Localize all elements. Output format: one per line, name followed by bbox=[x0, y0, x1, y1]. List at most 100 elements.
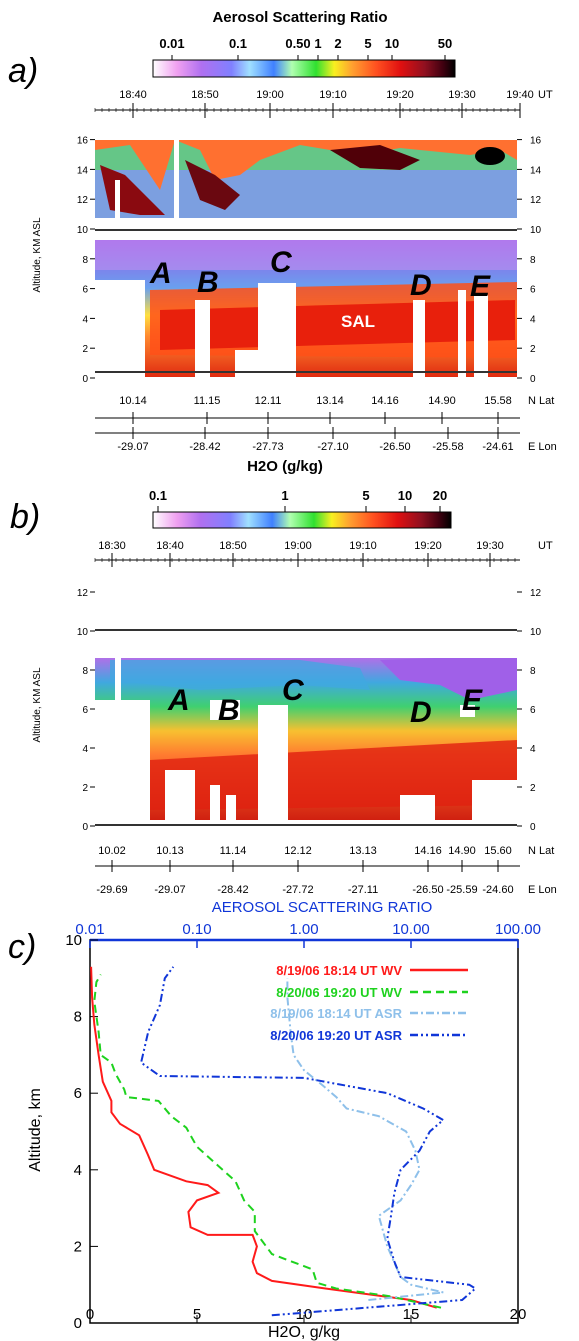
panel-b-colorbar bbox=[152, 511, 452, 529]
y-tick-label: 10 bbox=[77, 627, 89, 638]
panel-b-markers: A B C D E bbox=[167, 674, 483, 729]
time-tick-label: 19:20 bbox=[414, 540, 442, 552]
marker-C: C bbox=[270, 246, 293, 279]
y-tick-label-right: 4 bbox=[530, 744, 536, 755]
panel-a-time-ticks: 18:40 18:50 19:00 19:10 19:20 19:30 19:40 bbox=[94, 89, 534, 118]
panel-c-x-axis: 0 5 10 15 20 bbox=[86, 1306, 527, 1323]
top-tick-label: 100.00 bbox=[495, 921, 541, 938]
y-tick-label: 10 bbox=[65, 932, 82, 949]
y-tick-label-right: 12 bbox=[530, 195, 542, 206]
panel-c-top-axis-label: AEROSOL SCATTERING RATIO bbox=[212, 899, 433, 916]
panel-c-legend: 8/19/06 18:14 UT WV 8/20/06 19:20 UT WV 8/… bbox=[270, 963, 468, 1043]
panel-a-curtain bbox=[95, 140, 517, 377]
time-tick-label: 19:10 bbox=[349, 540, 377, 552]
panel-a: a) Aerosol Scattering Ratio 0.01 0.1 0.50 1… bbox=[8, 9, 557, 453]
lon-tick-label: -27.10 bbox=[317, 441, 348, 453]
colorbar-tick-label: 1 bbox=[281, 488, 288, 503]
time-tick-label: 19:40 bbox=[506, 89, 534, 101]
legend-label-4: 8/20/06 19:20 UT ASR bbox=[270, 1028, 402, 1043]
series-line-1 bbox=[90, 966, 437, 1309]
panel-b-lat-unit: N Lat bbox=[528, 845, 554, 857]
x-tick-label: 20 bbox=[510, 1306, 527, 1323]
lon-tick-label: -25.59 bbox=[446, 884, 477, 896]
legend-label-2: 8/20/06 19:20 UT WV bbox=[276, 985, 402, 1000]
panel-b-colorbar-title: H2O (g/kg) bbox=[247, 458, 323, 475]
panel-b-lon-unit: E Lon bbox=[528, 884, 557, 896]
panel-c-top-axis: 0.01 0.10 1.00 10.00 100.00 bbox=[75, 921, 541, 948]
panel-c: c) AEROSOL SCATTERING RATIO 0.01 0.10 1.00… bbox=[8, 899, 541, 1341]
y-tick-label-right: 2 bbox=[530, 344, 536, 355]
panel-b-time-unit: UT bbox=[538, 540, 553, 552]
panel-c-letter: c) bbox=[8, 928, 36, 966]
marker-D: D bbox=[410, 269, 432, 302]
colorbar-tick-label: 0.1 bbox=[229, 36, 247, 51]
time-tick-label: 18:40 bbox=[156, 540, 184, 552]
colorbar-tick-label: 2 bbox=[334, 36, 341, 51]
y-tick-label-right: 12 bbox=[530, 588, 542, 599]
panel-c-y-axis: 0 2 4 6 8 10 bbox=[65, 932, 98, 1332]
panel-a-colorbar-ticks: 0.01 0.1 0.50 1 2 5 10 50 bbox=[159, 36, 452, 60]
lat-tick-label: 13.14 bbox=[316, 395, 344, 407]
lon-tick-label: -29.07 bbox=[117, 441, 148, 453]
panel-a-markers: A B C D E bbox=[149, 246, 491, 303]
y-tick-label-right: 2 bbox=[530, 783, 536, 794]
y-tick-label: 0 bbox=[82, 374, 88, 385]
top-tick-label: 0.01 bbox=[75, 921, 104, 938]
lat-tick-label: 12.12 bbox=[284, 845, 312, 857]
panel-a-lat-axis: 10.14 11.15 12.11 13.14 14.16 14.90 15.58 bbox=[95, 395, 520, 424]
top-tick-label: 0.10 bbox=[182, 921, 211, 938]
y-tick-label-right: 8 bbox=[530, 255, 536, 266]
marker-D: D bbox=[410, 696, 432, 729]
lat-tick-label: 14.16 bbox=[371, 395, 399, 407]
time-tick-label: 19:20 bbox=[386, 89, 414, 101]
colorbar-tick-label: 0.50 bbox=[285, 36, 310, 51]
y-tick-label: 10 bbox=[77, 225, 89, 236]
y-tick-label-right: 0 bbox=[530, 374, 536, 385]
panel-b-curtain bbox=[95, 629, 517, 826]
lat-tick-label: 14.90 bbox=[448, 845, 476, 857]
lon-tick-label: -24.61 bbox=[482, 441, 513, 453]
panel-a-lat-unit: N Lat bbox=[528, 395, 554, 407]
lat-tick-label: 11.14 bbox=[220, 845, 247, 857]
series-line-2 bbox=[93, 974, 442, 1309]
time-tick-label: 19:00 bbox=[284, 540, 312, 552]
top-tick-label: 1.00 bbox=[289, 921, 318, 938]
y-tick-label-right: 6 bbox=[530, 705, 536, 716]
marker-E: E bbox=[462, 684, 483, 717]
y-tick-label-right: 8 bbox=[530, 666, 536, 677]
y-tick-label-right: 4 bbox=[530, 314, 536, 325]
lat-tick-label: 10.13 bbox=[156, 845, 184, 857]
lon-tick-label: -29.69 bbox=[96, 884, 127, 896]
x-tick-label: 5 bbox=[193, 1306, 201, 1323]
lon-tick-label: -27.73 bbox=[252, 441, 283, 453]
time-tick-label: 19:10 bbox=[319, 89, 347, 101]
panel-c-series bbox=[90, 966, 478, 1317]
panel-a-time-unit: UT bbox=[538, 89, 553, 101]
y-tick-label: 2 bbox=[82, 344, 88, 355]
marker-E: E bbox=[470, 270, 491, 303]
marker-B: B bbox=[218, 694, 240, 727]
lat-tick-label: 10.14 bbox=[119, 395, 147, 407]
time-tick-label: 18:30 bbox=[98, 540, 126, 552]
y-tick-label: 8 bbox=[82, 666, 88, 677]
y-tick-label-right: 10 bbox=[530, 225, 542, 236]
lat-tick-label: 15.60 bbox=[484, 845, 512, 857]
panel-a-ylabel: Altitude, KM ASL bbox=[32, 217, 43, 292]
panel-b-lat-axis: 10.02 10.13 11.14 12.12 13.13 14.16 14.90 15.60 bbox=[95, 845, 520, 872]
lat-tick-label: 12.11 bbox=[255, 395, 282, 407]
time-tick-label: 18:50 bbox=[191, 89, 219, 101]
marker-B: B bbox=[197, 266, 219, 299]
y-tick-label: 0 bbox=[82, 822, 88, 833]
y-tick-label: 8 bbox=[74, 1009, 82, 1026]
y-tick-label: 14 bbox=[77, 165, 89, 176]
y-tick-label: 16 bbox=[77, 136, 89, 147]
marker-A: A bbox=[149, 257, 172, 290]
panel-c-ylabel: Altitude, km bbox=[27, 1088, 44, 1172]
lon-tick-label: -25.58 bbox=[432, 441, 463, 453]
colorbar-tick-label: 50 bbox=[438, 36, 452, 51]
y-tick-label: 2 bbox=[74, 1238, 82, 1255]
y-tick-label: 8 bbox=[82, 255, 88, 266]
y-tick-label: 4 bbox=[74, 1162, 82, 1179]
lat-tick-label: 14.16 bbox=[414, 845, 442, 857]
lat-tick-label: 14.90 bbox=[428, 395, 456, 407]
